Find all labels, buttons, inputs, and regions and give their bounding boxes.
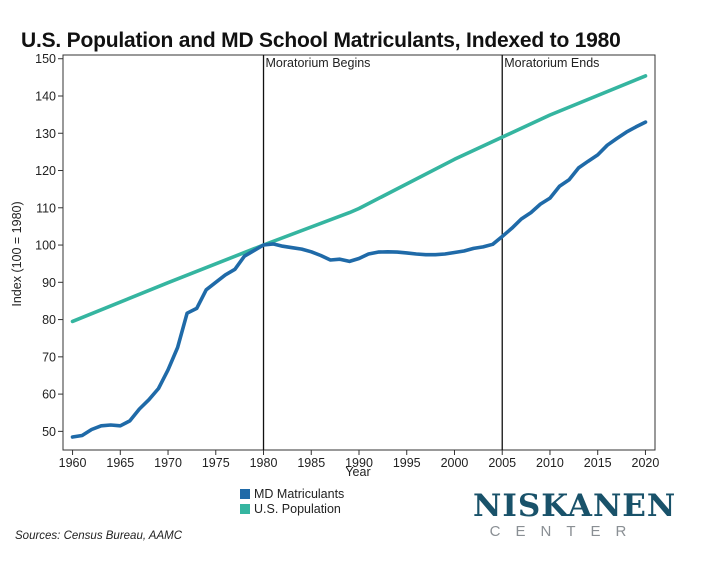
x-tick-label: 1970	[154, 456, 182, 470]
x-tick-label: 1985	[297, 456, 325, 470]
logo-subtitle: CENTER	[489, 523, 642, 540]
legend-label-pop: U.S. Population	[254, 501, 341, 516]
line-chart: 50 60 70 80 90 100 110 120 130 140 150 1960 1965 197…	[10, 52, 660, 479]
legend-item-md: MD Matriculants	[240, 486, 344, 501]
series-line	[70, 120, 648, 439]
y-tick-label: 70	[42, 350, 56, 364]
annotation-label: Moratorium Begins	[266, 56, 371, 70]
chart-title: U.S. Population and MD School Matriculan…	[21, 29, 621, 52]
y-tick-label: 120	[35, 164, 56, 178]
legend-label-md: MD Matriculants	[254, 486, 345, 501]
annotation-label: Moratorium Ends	[504, 56, 599, 70]
x-tick-label: 2015	[584, 456, 612, 470]
y-tick-label: 140	[35, 89, 56, 103]
legend: MD Matriculants U.S. Population	[240, 486, 344, 516]
x-tick-label: 1960	[59, 456, 87, 470]
source-note: Sources: Census Bureau, AAMC	[15, 530, 183, 542]
legend-item-pop: U.S. Population	[240, 501, 344, 516]
series-layer	[70, 74, 648, 439]
y-axis: 50 60 70 80 90 100 110 120 130 140 150	[35, 52, 63, 439]
plot-border	[62, 54, 656, 451]
niskanen-logo: NISKANEN CENTER	[473, 488, 677, 541]
y-tick-label: 100	[35, 239, 56, 253]
logo-wordmark: NISKANEN	[473, 488, 677, 524]
x-tick-label: 2010	[536, 456, 564, 470]
x-tick-label: 1975	[202, 456, 230, 470]
y-tick-label: 130	[35, 127, 56, 141]
x-tick-label: 2020	[632, 456, 660, 470]
x-tick-label: 1980	[250, 456, 278, 470]
x-axis: 1960 1965 1970 1975 1980 1985 1990 1995 2000 2005…	[59, 450, 660, 470]
y-tick-label: 90	[42, 276, 56, 290]
y-tick-label: 110	[36, 201, 56, 215]
y-tick-label: 60	[42, 388, 56, 402]
series-line	[70, 74, 648, 324]
x-tick-label: 1995	[393, 456, 421, 470]
legend-swatch-md	[240, 488, 250, 499]
x-tick-label: 1965	[106, 456, 134, 470]
plot-frame	[62, 54, 656, 451]
x-tick-label: 2005	[488, 456, 516, 470]
y-axis-label: Index (100 = 1980)	[10, 201, 24, 306]
y-tick-label: 80	[42, 313, 56, 327]
y-tick-label: 50	[42, 425, 56, 439]
x-tick-label: 2000	[441, 456, 469, 470]
y-tick-label: 150	[35, 52, 56, 66]
annotations: Moratorium Begins Moratorium Ends	[262, 55, 599, 450]
legend-swatch-pop	[240, 503, 250, 514]
x-tick-label: 1990	[345, 456, 373, 470]
x-axis-label: Year	[345, 465, 370, 479]
